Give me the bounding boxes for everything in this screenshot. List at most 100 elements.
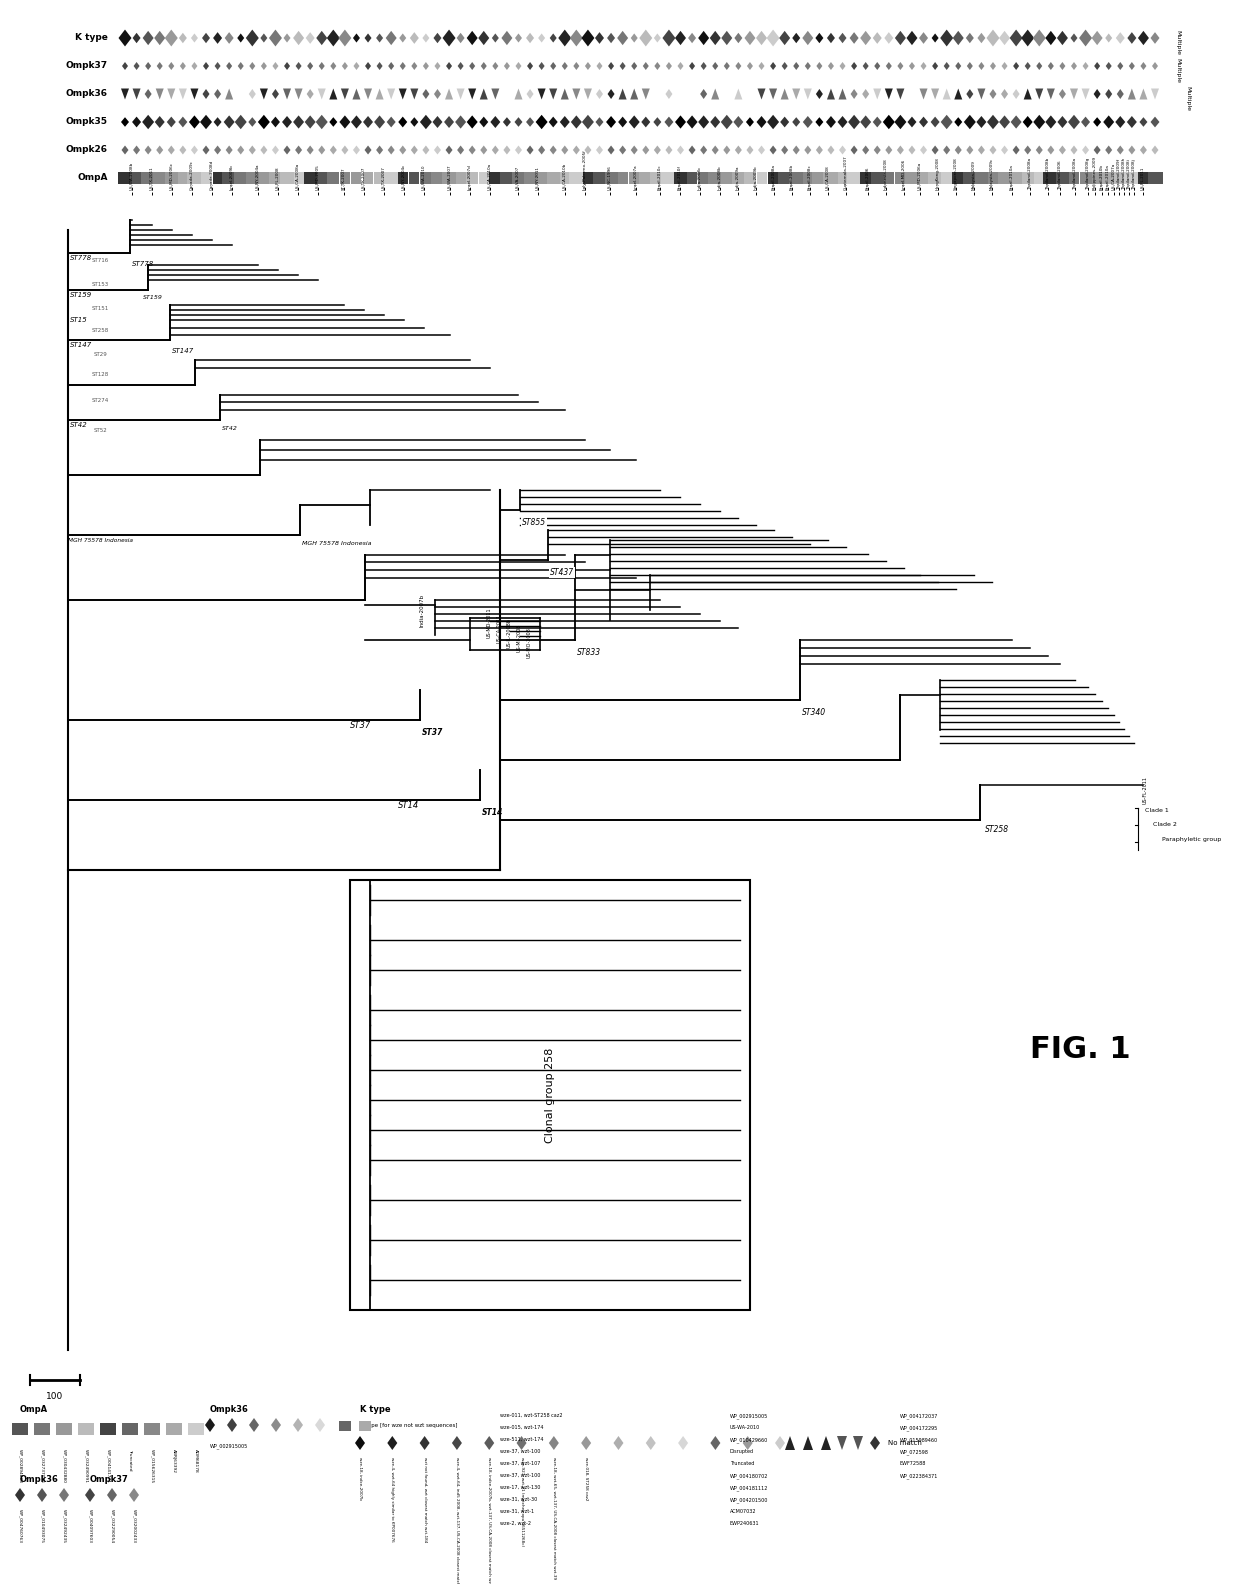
Polygon shape — [919, 32, 928, 44]
Text: India-2008b: India-2008b — [718, 165, 722, 190]
Bar — [398, 173, 408, 184]
Polygon shape — [573, 146, 580, 155]
Polygon shape — [821, 1437, 831, 1449]
Polygon shape — [420, 114, 432, 130]
Polygon shape — [169, 62, 175, 70]
Polygon shape — [456, 33, 465, 43]
Polygon shape — [990, 89, 997, 98]
Polygon shape — [711, 1437, 720, 1449]
Text: Israel-2007d: Israel-2007d — [467, 165, 472, 190]
Polygon shape — [374, 116, 386, 128]
Text: US-FL-2011: US-FL-2011 — [1143, 776, 1148, 805]
Polygon shape — [768, 114, 779, 130]
Text: US-MI-2008: US-MI-2008 — [517, 624, 522, 653]
Polygon shape — [352, 89, 361, 100]
Text: Thailand-2008a: Thailand-2008a — [1028, 158, 1032, 190]
Polygon shape — [399, 33, 407, 43]
Polygon shape — [606, 116, 616, 128]
Polygon shape — [942, 89, 951, 100]
Bar — [1138, 173, 1148, 184]
Text: US-NY-2011: US-NY-2011 — [536, 166, 539, 190]
Polygon shape — [223, 116, 234, 128]
Polygon shape — [582, 30, 594, 46]
Polygon shape — [156, 62, 162, 70]
Polygon shape — [940, 30, 954, 46]
Bar — [941, 173, 952, 184]
Polygon shape — [215, 62, 221, 70]
Text: wze-015, wzt-174: wze-015, wzt-174 — [500, 1426, 543, 1430]
Bar — [884, 173, 894, 184]
Bar — [259, 173, 269, 184]
Bar — [501, 173, 513, 184]
Text: Brazil-2010a: Brazil-2010a — [1106, 165, 1110, 190]
Polygon shape — [107, 1487, 117, 1502]
Bar — [1034, 173, 1044, 184]
Polygon shape — [365, 146, 372, 155]
Polygon shape — [792, 33, 800, 43]
Text: WP_032490991: WP_032490991 — [84, 1449, 88, 1483]
Polygon shape — [920, 62, 926, 70]
Text: Truncated: Truncated — [128, 1449, 131, 1470]
Text: US-TX-2011: US-TX-2011 — [150, 166, 154, 190]
Polygon shape — [327, 30, 340, 46]
Text: US-CA-2010b: US-CA-2010b — [563, 163, 567, 190]
Text: wze-37, wzt-100: wze-37, wzt-100 — [500, 1473, 541, 1478]
Polygon shape — [145, 62, 151, 70]
Text: Ompk26: Ompk26 — [66, 146, 108, 155]
Polygon shape — [1048, 146, 1054, 155]
Text: ST151: ST151 — [92, 306, 109, 310]
Bar — [350, 881, 750, 1310]
Text: Truncated: Truncated — [730, 1460, 754, 1467]
Text: Thailand-2008b: Thailand-2008b — [1047, 158, 1050, 190]
Polygon shape — [712, 89, 719, 100]
Text: India-2008c: India-2008c — [698, 166, 702, 190]
Text: Multiple: Multiple — [1185, 87, 1190, 111]
Polygon shape — [837, 116, 847, 128]
Bar — [928, 173, 942, 184]
Polygon shape — [249, 1418, 259, 1432]
Polygon shape — [735, 62, 742, 70]
Polygon shape — [698, 30, 709, 46]
Polygon shape — [941, 114, 952, 130]
Text: India-2007b: India-2007b — [420, 594, 425, 627]
Polygon shape — [341, 89, 348, 100]
Polygon shape — [227, 1418, 237, 1432]
Text: Ompk37: Ompk37 — [66, 62, 108, 71]
Polygon shape — [503, 62, 510, 70]
Bar — [789, 173, 804, 184]
Polygon shape — [249, 89, 255, 98]
Polygon shape — [816, 117, 823, 127]
Polygon shape — [758, 146, 765, 155]
Polygon shape — [1023, 116, 1033, 128]
Polygon shape — [434, 62, 440, 70]
Text: ST147: ST147 — [69, 342, 92, 348]
Bar — [569, 173, 584, 184]
Text: US-MD-2006c: US-MD-2006c — [170, 162, 174, 190]
Text: US-VA-2007: US-VA-2007 — [516, 166, 520, 190]
Polygon shape — [316, 30, 327, 46]
Polygon shape — [666, 62, 672, 70]
Polygon shape — [712, 62, 718, 70]
Text: WP_010493075: WP_010493075 — [40, 1510, 43, 1543]
Polygon shape — [492, 62, 498, 70]
Polygon shape — [909, 146, 915, 155]
Polygon shape — [515, 33, 522, 43]
Polygon shape — [839, 146, 846, 155]
Text: US-MD-2005: US-MD-2005 — [316, 165, 320, 190]
Text: wzt not found, wzt closest match wzt-184: wzt not found, wzt closest match wzt-184 — [423, 1457, 427, 1543]
Text: wze-17, wzt-130: wze-17, wzt-130 — [500, 1486, 541, 1491]
Polygon shape — [827, 146, 835, 155]
Polygon shape — [816, 62, 822, 70]
Text: ST15: ST15 — [69, 317, 88, 323]
Text: Brazil-2010a: Brazil-2010a — [1011, 165, 1014, 190]
Text: wze-37, wzt-107: wze-37, wzt-107 — [500, 1460, 541, 1467]
Bar — [165, 173, 177, 184]
Polygon shape — [1013, 146, 1019, 155]
Polygon shape — [213, 32, 222, 44]
Polygon shape — [423, 89, 429, 98]
Polygon shape — [897, 89, 904, 100]
Polygon shape — [155, 116, 165, 128]
Polygon shape — [60, 1487, 69, 1502]
Text: ST258: ST258 — [92, 328, 109, 333]
Polygon shape — [133, 117, 141, 127]
